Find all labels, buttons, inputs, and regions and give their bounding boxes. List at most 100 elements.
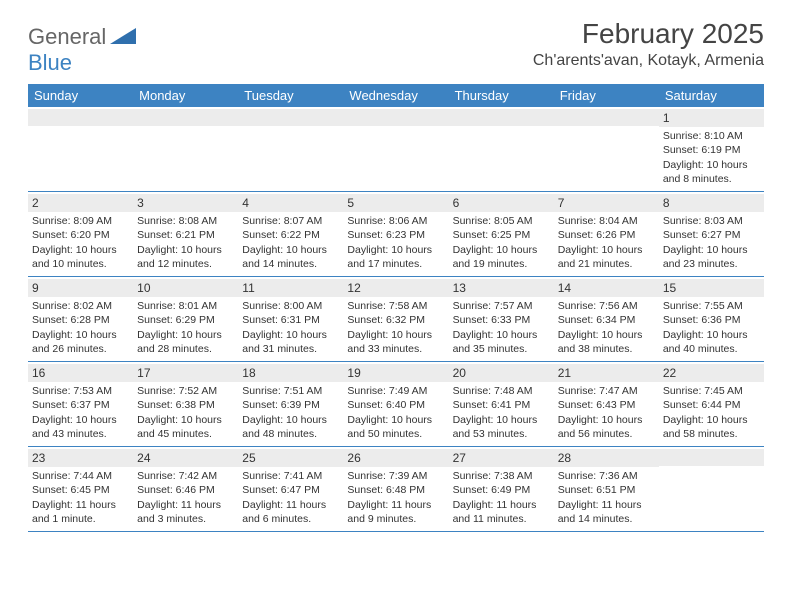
- sunrise-text: Sunrise: 7:47 AM: [558, 384, 655, 398]
- empty-day-number-row: [133, 109, 238, 126]
- sunset-text: Sunset: 6:37 PM: [32, 398, 129, 412]
- daylight-text: and 45 minutes.: [137, 427, 234, 441]
- logo-text-wrap: General Blue: [28, 24, 136, 76]
- day-cell: 22Sunrise: 7:45 AMSunset: 6:44 PMDayligh…: [659, 362, 764, 446]
- day-number-row: 20: [449, 364, 554, 382]
- sunset-text: Sunset: 6:49 PM: [453, 483, 550, 497]
- daylight-text: Daylight: 11 hours: [242, 498, 339, 512]
- daylight-text: Daylight: 11 hours: [137, 498, 234, 512]
- day-cell: 4Sunrise: 8:07 AMSunset: 6:22 PMDaylight…: [238, 192, 343, 276]
- day-cell: [28, 107, 133, 191]
- calendar: Sunday Monday Tuesday Wednesday Thursday…: [28, 84, 764, 532]
- day-number: 15: [663, 281, 676, 295]
- daylight-text: Daylight: 10 hours: [663, 328, 760, 342]
- day-number-row: 25: [238, 449, 343, 467]
- day-cell: [343, 107, 448, 191]
- daylight-text: Daylight: 10 hours: [137, 413, 234, 427]
- sunset-text: Sunset: 6:51 PM: [558, 483, 655, 497]
- sunset-text: Sunset: 6:23 PM: [347, 228, 444, 242]
- week-row: 23 Sunrise: 7:44 AMSunset: 6:45 PM Dayligh…: [28, 447, 764, 532]
- daylight-text: Daylight: 10 hours: [32, 243, 129, 257]
- header: General Blue February 2025 Ch'arents'ava…: [28, 18, 764, 76]
- day-number: 8: [663, 196, 670, 210]
- day-number-row: 9: [28, 279, 133, 297]
- daylight-text: Daylight: 10 hours: [663, 158, 760, 172]
- sunset-text: Sunset: 6:33 PM: [453, 313, 550, 327]
- location: Ch'arents'avan, Kotayk, Armenia: [533, 52, 764, 70]
- day-number: 25: [242, 451, 255, 465]
- day-number: 23: [32, 451, 45, 465]
- daylight-text: and 17 minutes.: [347, 257, 444, 271]
- daylight-text: Daylight: 10 hours: [558, 328, 655, 342]
- day-number: 20: [453, 366, 466, 380]
- day-cell: 18Sunrise: 7:51 AMSunset: 6:39 PMDayligh…: [238, 362, 343, 446]
- day-cell: 25Sunrise: 7:41 AMSunset: 6:47 PMDayligh…: [238, 447, 343, 531]
- daylight-text: Daylight: 10 hours: [137, 328, 234, 342]
- day-cell: 24Sunrise: 7:42 AMSunset: 6:46 PMDayligh…: [133, 447, 238, 531]
- day-cell: 26Sunrise: 7:39 AMSunset: 6:48 PMDayligh…: [343, 447, 448, 531]
- daylight-text: Daylight: 10 hours: [453, 328, 550, 342]
- daylight-text: and 14 minutes.: [558, 512, 655, 526]
- sunrise-text: Sunrise: 8:00 AM: [242, 299, 339, 313]
- logo-text-blue: Blue: [28, 50, 72, 75]
- sunset-text: Sunset: 6:44 PM: [663, 398, 760, 412]
- day-cell: 15Sunrise: 7:55 AMSunset: 6:36 PMDayligh…: [659, 277, 764, 361]
- sunset-text: Sunset: 6:36 PM: [663, 313, 760, 327]
- day-number-row: 14: [554, 279, 659, 297]
- daylight-text: and 48 minutes.: [242, 427, 339, 441]
- sunrise-text: Sunrise: 7:48 AM: [453, 384, 550, 398]
- daylight-text: Daylight: 10 hours: [242, 413, 339, 427]
- daylight-text: and 53 minutes.: [453, 427, 550, 441]
- day-cell: 19Sunrise: 7:49 AMSunset: 6:40 PMDayligh…: [343, 362, 448, 446]
- empty-day-number-row: [28, 109, 133, 126]
- daylight-text: Daylight: 10 hours: [137, 243, 234, 257]
- daylight-text: and 33 minutes.: [347, 342, 444, 356]
- daylight-text: Daylight: 10 hours: [347, 328, 444, 342]
- sunset-text: Sunset: 6:34 PM: [558, 313, 655, 327]
- daylight-text: and 3 minutes.: [137, 512, 234, 526]
- day-number-row: 21: [554, 364, 659, 382]
- day-number-row: 28: [554, 449, 659, 467]
- sunset-text: Sunset: 6:39 PM: [242, 398, 339, 412]
- sunset-text: Sunset: 6:20 PM: [32, 228, 129, 242]
- empty-day-number-row: [238, 109, 343, 126]
- sunset-text: Sunset: 6:21 PM: [137, 228, 234, 242]
- daylight-text: and 19 minutes.: [453, 257, 550, 271]
- sunrise-text: Sunrise: 8:01 AM: [137, 299, 234, 313]
- day-number: 19: [347, 366, 360, 380]
- logo-triangle-icon: [110, 31, 136, 48]
- daylight-text: and 23 minutes.: [663, 257, 760, 271]
- sunset-text: Sunset: 6:25 PM: [453, 228, 550, 242]
- daylight-text: and 50 minutes.: [347, 427, 444, 441]
- sunrise-text: Sunrise: 8:07 AM: [242, 214, 339, 228]
- daylight-text: and 6 minutes.: [242, 512, 339, 526]
- daylight-text: and 43 minutes.: [32, 427, 129, 441]
- day-number: 17: [137, 366, 150, 380]
- weekday-monday: Monday: [133, 84, 238, 107]
- day-number: 6: [453, 196, 460, 210]
- day-cell: [554, 107, 659, 191]
- day-number: 1: [663, 111, 670, 125]
- day-cell: [238, 107, 343, 191]
- day-cell: 21Sunrise: 7:47 AMSunset: 6:43 PMDayligh…: [554, 362, 659, 446]
- weekday-friday: Friday: [554, 84, 659, 107]
- day-cell: [133, 107, 238, 191]
- daylight-text: Daylight: 11 hours: [347, 498, 444, 512]
- day-number-row: 23: [28, 449, 133, 467]
- daylight-text: and 28 minutes.: [137, 342, 234, 356]
- daylight-text: and 8 minutes.: [663, 172, 760, 186]
- month-title: February 2025: [533, 18, 764, 50]
- day-number: 16: [32, 366, 45, 380]
- sunset-text: Sunset: 6:22 PM: [242, 228, 339, 242]
- sunrise-text: Sunrise: 7:44 AM: [32, 469, 129, 483]
- sunrise-text: Sunrise: 7:58 AM: [347, 299, 444, 313]
- weekday-wednesday: Wednesday: [343, 84, 448, 107]
- day-number-row: 2: [28, 194, 133, 212]
- sunrise-text: Sunrise: 7:56 AM: [558, 299, 655, 313]
- daylight-text: Daylight: 11 hours: [453, 498, 550, 512]
- week-row: 2Sunrise: 8:09 AMSunset: 6:20 PMDaylight…: [28, 192, 764, 277]
- sunset-text: Sunset: 6:38 PM: [137, 398, 234, 412]
- sunset-text: Sunset: 6:45 PM: [32, 483, 129, 497]
- sunset-text: Sunset: 6:29 PM: [137, 313, 234, 327]
- daylight-text: Daylight: 10 hours: [663, 413, 760, 427]
